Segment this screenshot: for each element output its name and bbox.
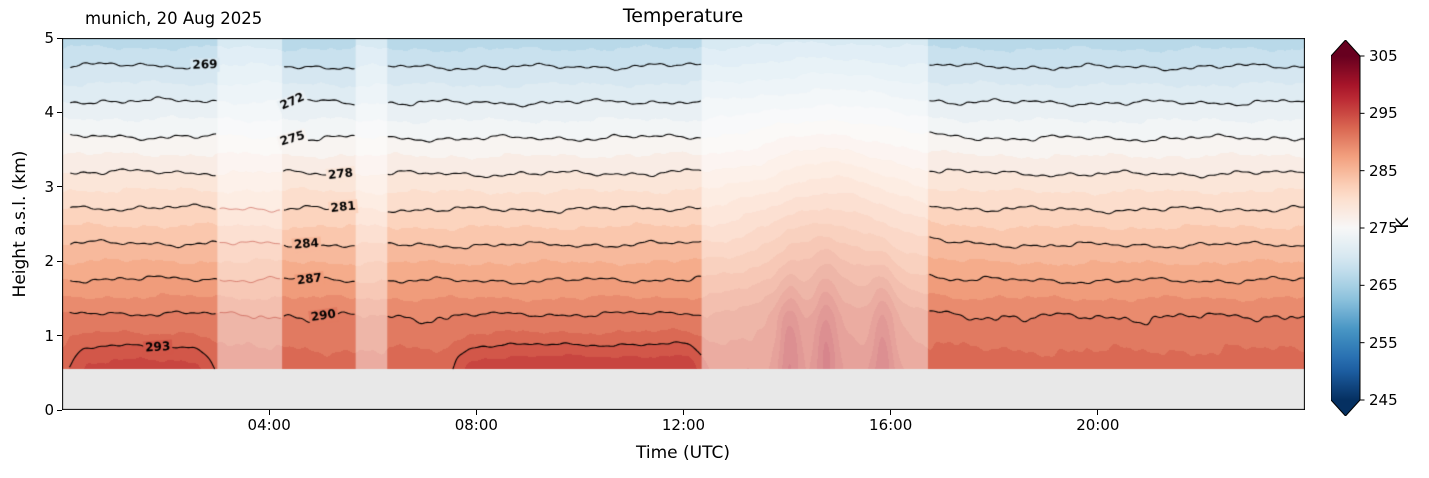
temperature-contour-canvas <box>62 38 1305 410</box>
y-tick-label: 2 <box>44 252 54 271</box>
x-tick-mark <box>475 410 477 415</box>
x-tick-label: 04:00 <box>247 416 291 434</box>
y-tick-label: 5 <box>44 29 54 47</box>
y-tick-label: 3 <box>44 177 54 196</box>
y-tick-label: 0 <box>44 401 54 419</box>
x-tick-mark <box>890 410 892 415</box>
colorbar-tick-label: 265 <box>1369 276 1398 295</box>
colorbar <box>1331 40 1365 416</box>
y-tick-label: 4 <box>44 103 54 122</box>
x-tick-mark <box>683 410 684 415</box>
plot-title: Temperature <box>622 5 744 27</box>
x-tick-mark <box>268 410 270 415</box>
x-tick-mark <box>1097 410 1099 415</box>
colorbar-ticks <box>1360 55 1365 401</box>
x-tick-label: 16:00 <box>869 416 913 434</box>
colorbar-tick-label: 285 <box>1369 161 1398 180</box>
colorbar-tick-label: 305 <box>1369 47 1398 65</box>
x-tick-label: 08:00 <box>454 416 498 434</box>
y-axis-label: Height a.s.l. (km) <box>10 150 30 298</box>
y-tick-label: 1 <box>44 326 54 345</box>
x-axis-label: Time (UTC) <box>636 443 730 463</box>
colorbar-tick-label: 255 <box>1369 333 1398 352</box>
colorbar-unit-label: K <box>1393 217 1413 229</box>
colorbar-bar <box>1331 40 1361 416</box>
colorbar-tick-label: 245 <box>1369 391 1398 409</box>
colorbar-tick-label: 295 <box>1369 104 1398 123</box>
station-date-label: munich, 20 Aug 2025 <box>85 9 263 28</box>
x-tick-label: 12:00 <box>661 416 706 434</box>
x-tick-label: 20:00 <box>1076 416 1120 434</box>
